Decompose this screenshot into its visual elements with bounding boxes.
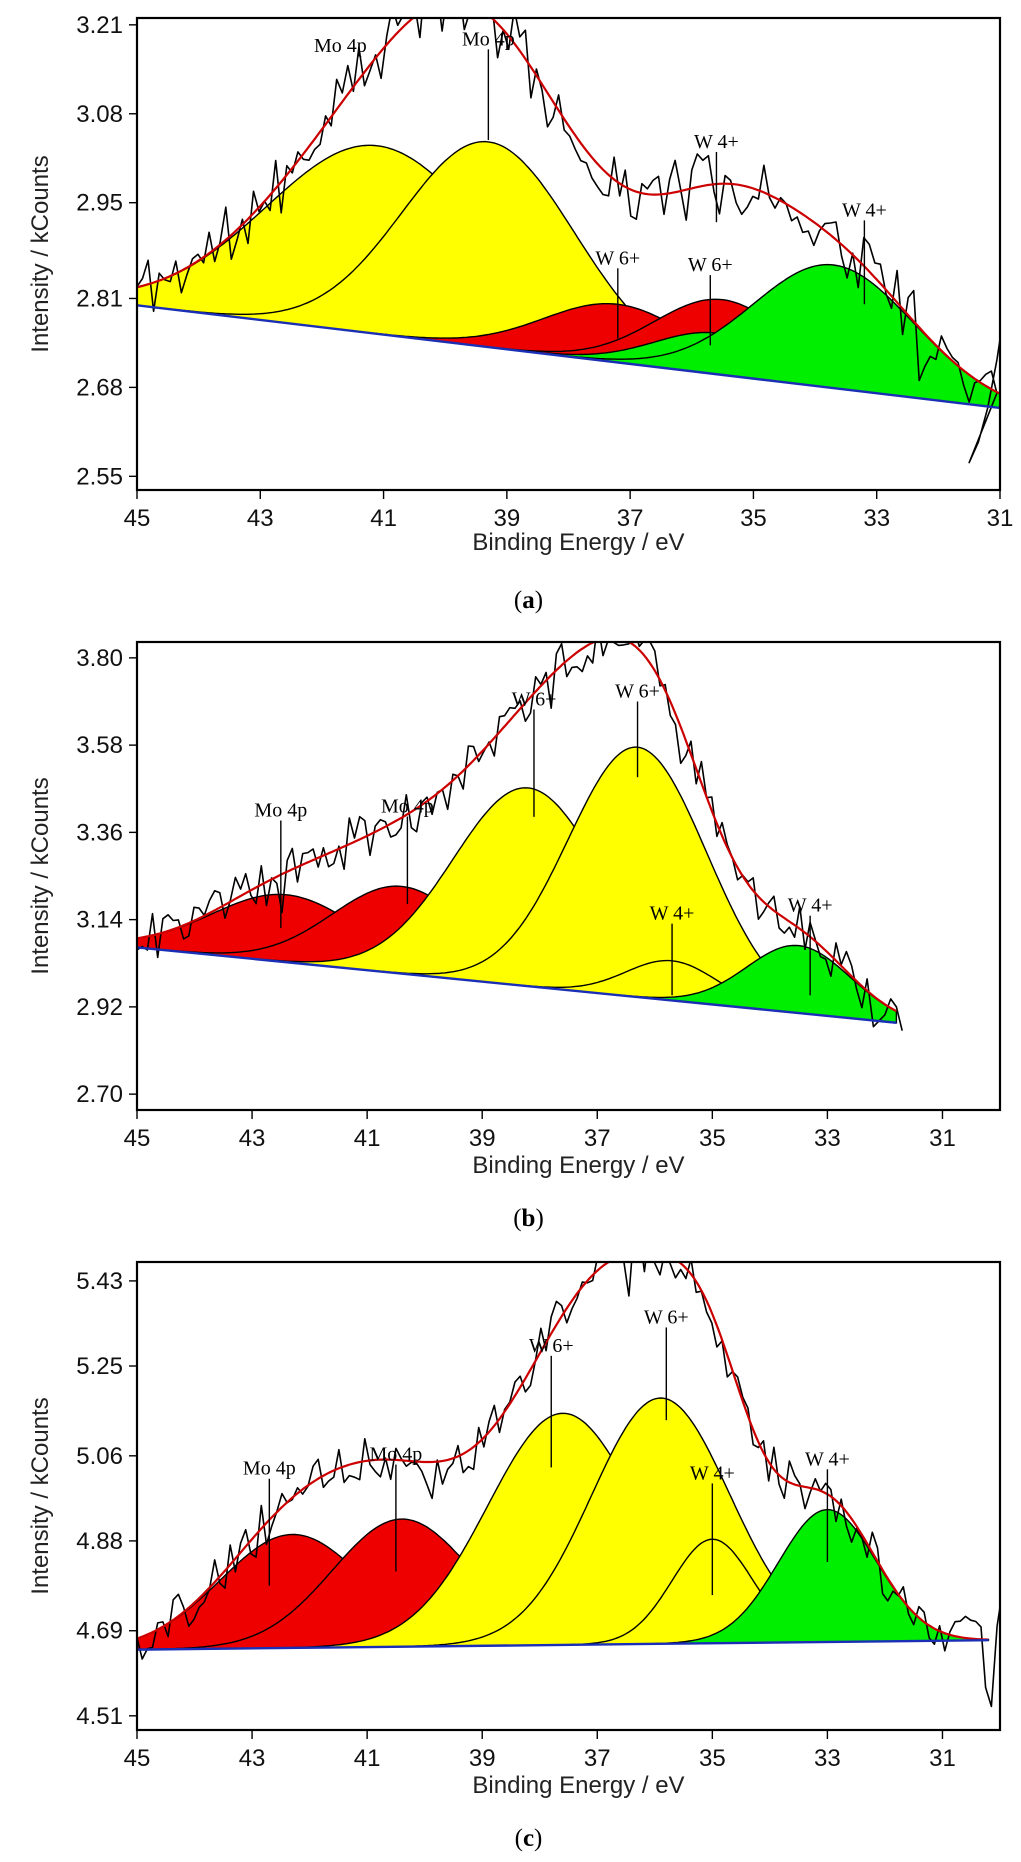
y-tick-label: 2.81 bbox=[76, 285, 123, 312]
peak-label: W 4+ bbox=[805, 1448, 850, 1470]
x-tick-label: 43 bbox=[239, 1745, 266, 1772]
peak-label: Mo 4p bbox=[243, 1458, 296, 1480]
y-tick-label: 3.21 bbox=[76, 12, 123, 39]
panel-caption: (b) bbox=[513, 1205, 544, 1232]
panel-b: 45 43 41 39 37 35 33 31 3.80 3.58 3.36 3.14 2.92 2.70… bbox=[27, 640, 1002, 1232]
peak-label: W 4+ bbox=[650, 903, 695, 925]
panel-caption: (c) bbox=[515, 1825, 543, 1852]
plot-frame bbox=[135, 1260, 1002, 1732]
x-tick-label: 43 bbox=[247, 505, 274, 532]
panel-letter: b bbox=[522, 1205, 536, 1232]
x-tick-label: 37 bbox=[584, 1125, 611, 1152]
peak-label: Mo 4p bbox=[314, 35, 367, 57]
y-tick-label: 5.06 bbox=[76, 1443, 123, 1470]
x-tick-label: 33 bbox=[814, 1125, 841, 1152]
panel-letter: c bbox=[523, 1825, 534, 1852]
y-tick-label: 4.51 bbox=[76, 1703, 123, 1730]
x-tick-label: 45 bbox=[124, 1125, 151, 1152]
peak-label: W 6+ bbox=[644, 1306, 689, 1328]
x-tick-label: 37 bbox=[584, 1745, 611, 1772]
peak-label: W 6+ bbox=[595, 247, 640, 269]
x-tick-label: 41 bbox=[354, 1745, 381, 1772]
y-tick-label: 3.08 bbox=[76, 101, 123, 128]
fit-envelope-line bbox=[137, 642, 897, 1013]
panel-letter: a bbox=[522, 587, 535, 614]
peak-label: W 4+ bbox=[690, 1462, 735, 1484]
peak-label: W 6+ bbox=[529, 1335, 574, 1357]
x-axis-label: Binding Energy / eV bbox=[472, 1772, 684, 1799]
x-tick-label: 35 bbox=[699, 1125, 726, 1152]
x-axis-label: Binding Energy / eV bbox=[472, 529, 684, 556]
y-tick-label: 3.58 bbox=[76, 732, 123, 759]
peak-label: W 4+ bbox=[842, 199, 887, 221]
plot-area bbox=[137, 1262, 1000, 1708]
peak-label: W 6+ bbox=[512, 688, 557, 710]
panel-a: 45 43 41 39 37 35 33 31 3.21 3.08 2.95 2.81 2.68 2.55… bbox=[27, 12, 1014, 614]
x-tick-label: 39 bbox=[469, 1745, 496, 1772]
y-tick-label: 4.69 bbox=[76, 1618, 123, 1645]
y-tick-label: 3.14 bbox=[76, 907, 123, 934]
background-line bbox=[137, 304, 1000, 410]
x-tick-label: 33 bbox=[814, 1745, 841, 1772]
peak-label: W 4+ bbox=[694, 131, 739, 153]
y-tick-label: 5.25 bbox=[76, 1353, 123, 1380]
y-tick-label: 2.55 bbox=[76, 463, 123, 490]
plot-area bbox=[137, 642, 903, 1031]
fit-envelope-line bbox=[137, 1262, 989, 1641]
plot-area bbox=[137, 18, 1000, 464]
peak-label: Mo 4p bbox=[462, 28, 515, 50]
y-tick-label: 2.92 bbox=[76, 994, 123, 1021]
peak-label: W 4+ bbox=[788, 895, 833, 917]
panel-c: 45 43 41 39 37 35 33 31 5.43 5.25 5.06 4.88 4.69 4.51… bbox=[27, 1260, 1002, 1852]
x-tick-label: 39 bbox=[494, 505, 521, 532]
x-tick-label: 43 bbox=[239, 1125, 266, 1152]
x-tick-label: 37 bbox=[617, 505, 644, 532]
x-tick-label: 45 bbox=[124, 1745, 151, 1772]
y-tick-label: 3.36 bbox=[76, 819, 123, 846]
x-axis-label: Binding Energy / eV bbox=[472, 1152, 684, 1179]
panel-caption: (a) bbox=[514, 587, 543, 614]
y-tick-label: 2.68 bbox=[76, 374, 123, 401]
fit-envelope-line bbox=[137, 18, 1000, 395]
x-tick-label: 41 bbox=[370, 505, 397, 532]
x-tick-label: 45 bbox=[124, 505, 151, 532]
x-tick-label: 35 bbox=[740, 505, 767, 532]
x-tick-label: 31 bbox=[987, 505, 1014, 532]
x-tick-label: 31 bbox=[929, 1745, 956, 1772]
y-axis-label: Intensity / kCounts bbox=[27, 1397, 54, 1594]
x-tick-label: 39 bbox=[469, 1125, 496, 1152]
peak-label: Mo 4p bbox=[254, 800, 307, 822]
x-tick-label: 41 bbox=[354, 1125, 381, 1152]
peak-label: Mo 4p bbox=[381, 796, 434, 818]
y-tick-label: 2.95 bbox=[76, 190, 123, 217]
background-line bbox=[137, 1638, 989, 1651]
peak-label: W 6+ bbox=[688, 254, 733, 276]
y-tick-label: 2.70 bbox=[76, 1081, 123, 1108]
plot-frame bbox=[135, 640, 1002, 1112]
x-tick-label: 35 bbox=[699, 1745, 726, 1772]
raw-spectrum-line bbox=[137, 18, 1000, 464]
y-tick-label: 5.43 bbox=[76, 1268, 123, 1295]
peak-label: W 6+ bbox=[615, 681, 660, 703]
x-tick-label: 33 bbox=[863, 505, 890, 532]
y-tick-label: 3.80 bbox=[76, 645, 123, 672]
plot-frame bbox=[135, 16, 1002, 492]
y-axis-label: Intensity / kCounts bbox=[27, 155, 54, 352]
y-tick-label: 4.88 bbox=[76, 1528, 123, 1555]
background-line bbox=[137, 946, 897, 1024]
peak-label: Mo 4p bbox=[370, 1444, 423, 1466]
y-axis-label: Intensity / kCounts bbox=[27, 777, 54, 974]
x-tick-label: 31 bbox=[929, 1125, 956, 1152]
